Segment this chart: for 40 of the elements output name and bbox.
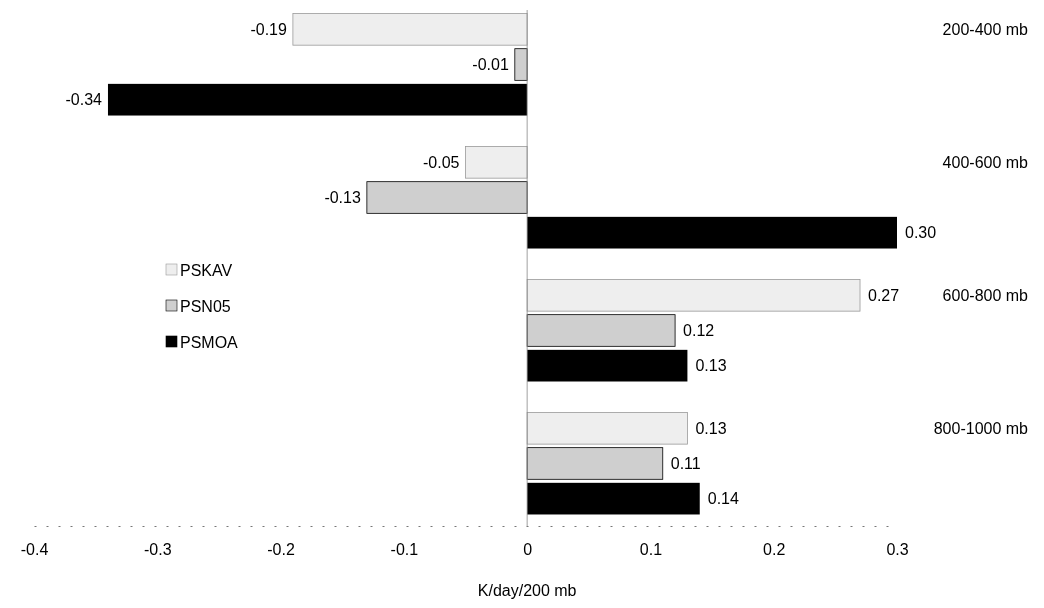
y-tick-label: 800-1000 mb — [933, 419, 1029, 437]
x-tick-label: 0.2 — [763, 541, 786, 559]
bar — [526, 412, 688, 445]
data-label: 0.27 — [868, 286, 900, 304]
x-tick-label: 0 — [523, 541, 533, 559]
data-label: 0.11 — [670, 455, 701, 473]
x-tick-label: -0.3 — [144, 541, 172, 559]
y-tick-label: 200-400 mb — [942, 20, 1029, 38]
y-tick-label: 400-600 mb — [942, 153, 1029, 171]
x-tick-label: -0.4 — [20, 541, 49, 559]
x-tick-label: -0.1 — [390, 541, 419, 559]
legend-label: PSMOA — [180, 333, 239, 351]
y-tick-label: 600-800 mb — [942, 286, 1029, 304]
x-tick-label: -0.2 — [267, 541, 295, 559]
bar — [527, 482, 700, 515]
data-label: -0.01 — [472, 56, 509, 74]
bar — [526, 447, 664, 480]
x-tick-label: 0.1 — [639, 541, 663, 559]
bar — [526, 279, 861, 312]
data-label: -0.13 — [324, 189, 361, 207]
data-label: 0.13 — [695, 419, 727, 437]
bar — [107, 83, 528, 116]
bar — [527, 216, 897, 249]
bar — [366, 181, 528, 214]
legend-label: PSN05 — [180, 297, 231, 315]
x-axis-title: K/day/200 mb — [477, 582, 577, 599]
data-label: -0.05 — [423, 153, 460, 171]
data-label: 0.30 — [905, 224, 937, 242]
bar — [526, 314, 676, 347]
data-label: 0.12 — [683, 322, 715, 340]
bar — [292, 13, 528, 46]
data-label: -0.34 — [65, 91, 103, 109]
data-label: 0.14 — [707, 490, 739, 508]
data-label: -0.19 — [250, 20, 287, 38]
x-tick-label: 0.3 — [886, 541, 909, 559]
data-label: 0.13 — [695, 357, 727, 375]
bar — [465, 146, 528, 179]
bar — [514, 48, 528, 81]
bar — [527, 349, 688, 382]
legend-label: PSKAV — [180, 261, 233, 279]
